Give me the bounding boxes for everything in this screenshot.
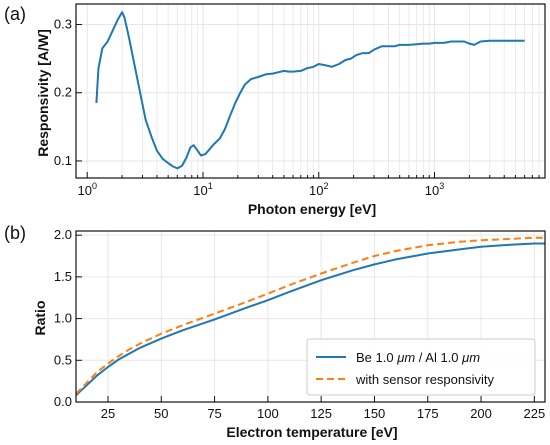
panel-a-label: (a) [4, 4, 26, 24]
y-tick-label: 2.0 [54, 227, 72, 242]
x-tick-label: 125 [310, 406, 332, 421]
x-axis-label: Electron temperature [eV] [226, 424, 397, 440]
x-tick-label: 200 [470, 406, 492, 421]
y-tick-label: 0.1 [54, 153, 72, 168]
panel-a-responsivity-chart: (a) Responsivity [A/W] Photon energy [eV… [4, 3, 546, 217]
x-tick-label: 225 [523, 406, 545, 421]
y-axis-label: Responsivity [A/W] [35, 29, 51, 157]
x-axis-label: Photon energy [eV] [248, 201, 376, 217]
panel-b-label: (b) [4, 223, 26, 243]
y-tick-label: 0.0 [54, 394, 72, 409]
y-tick-label: 1.5 [54, 269, 72, 284]
plot-frame [75, 230, 546, 403]
legend-box [306, 338, 536, 396]
y-axis-label: Ratio [32, 301, 48, 336]
legend-entry: Be 1.0 μm / Al 1.0 μm [356, 350, 480, 365]
ratio-line [75, 242, 545, 397]
legend-entry: with sensor responsivity [355, 372, 494, 387]
x-tick-label: 50 [154, 406, 168, 421]
y-tick-label: 0.2 [54, 85, 72, 100]
x-tick-label: 101 [193, 181, 212, 198]
responsivity-line [95, 11, 525, 170]
x-tick-label: 25 [101, 406, 115, 421]
panel-b-ratio-chart: (b) Ratio Electron temperature [eV] 25 50… [4, 223, 546, 440]
x-tick-label: 102 [309, 181, 328, 198]
x-tick-label: 175 [417, 406, 439, 421]
x-tick-label: 75 [207, 406, 221, 421]
x-tick-label: 100 [257, 406, 279, 421]
x-tick-label: 103 [425, 181, 444, 198]
x-tick-label: 100 [77, 181, 96, 198]
x-tick-label: 150 [364, 406, 386, 421]
legend: Be 1.0 μm / Al 1.0 μm with sensor respons… [306, 338, 536, 396]
sensor-ratio-line [75, 236, 545, 395]
y-tick-label: 1.0 [54, 311, 72, 326]
plot-frame [75, 3, 546, 179]
y-tick-label: 0.5 [54, 352, 72, 367]
y-tick-label: 0.3 [54, 16, 72, 31]
